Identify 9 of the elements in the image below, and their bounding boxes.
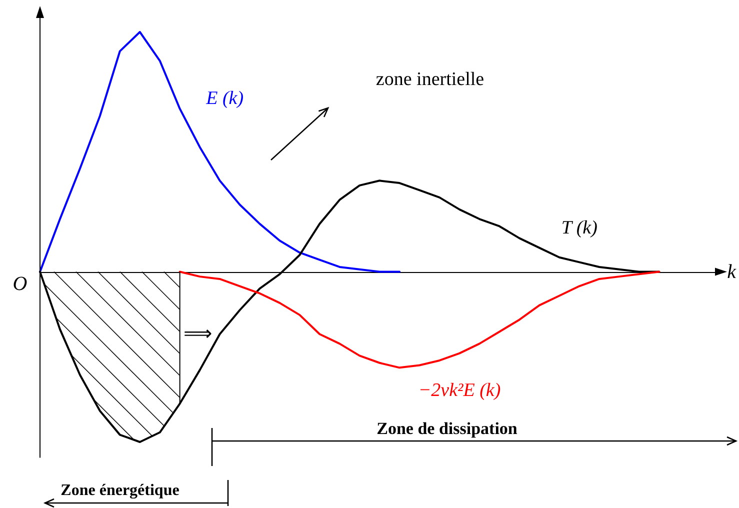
text: Zone énergétique <box>60 482 180 499</box>
annotation: Zone de dissipation <box>376 419 518 438</box>
x-axis-title: k <box>727 260 738 283</box>
annotation: ⟹ <box>184 323 212 345</box>
text: O <box>12 272 28 295</box>
annotation: zone inertielle <box>376 69 484 90</box>
series-label: E (k) <box>205 88 244 110</box>
series-label: T (k) <box>561 218 598 239</box>
series-label: −2νk²E (k) <box>418 380 501 401</box>
